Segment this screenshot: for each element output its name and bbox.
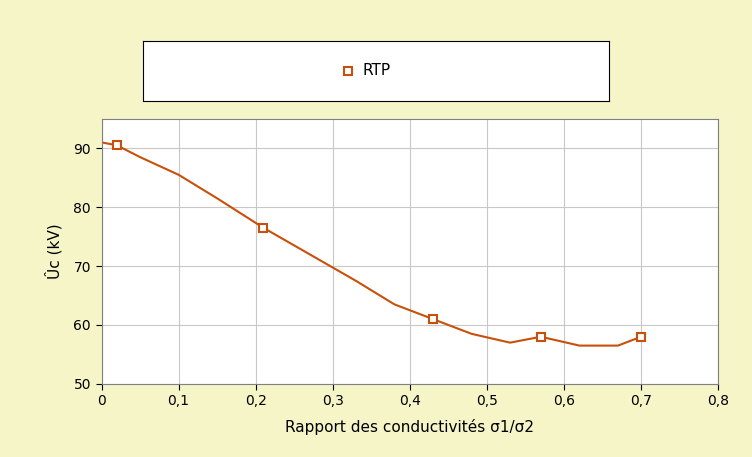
Y-axis label: Ûc (kV): Ûc (kV): [45, 223, 62, 279]
X-axis label: Rapport des conductivités σ1/σ2: Rapport des conductivités σ1/σ2: [285, 420, 535, 436]
Text: RTP: RTP: [362, 64, 390, 78]
